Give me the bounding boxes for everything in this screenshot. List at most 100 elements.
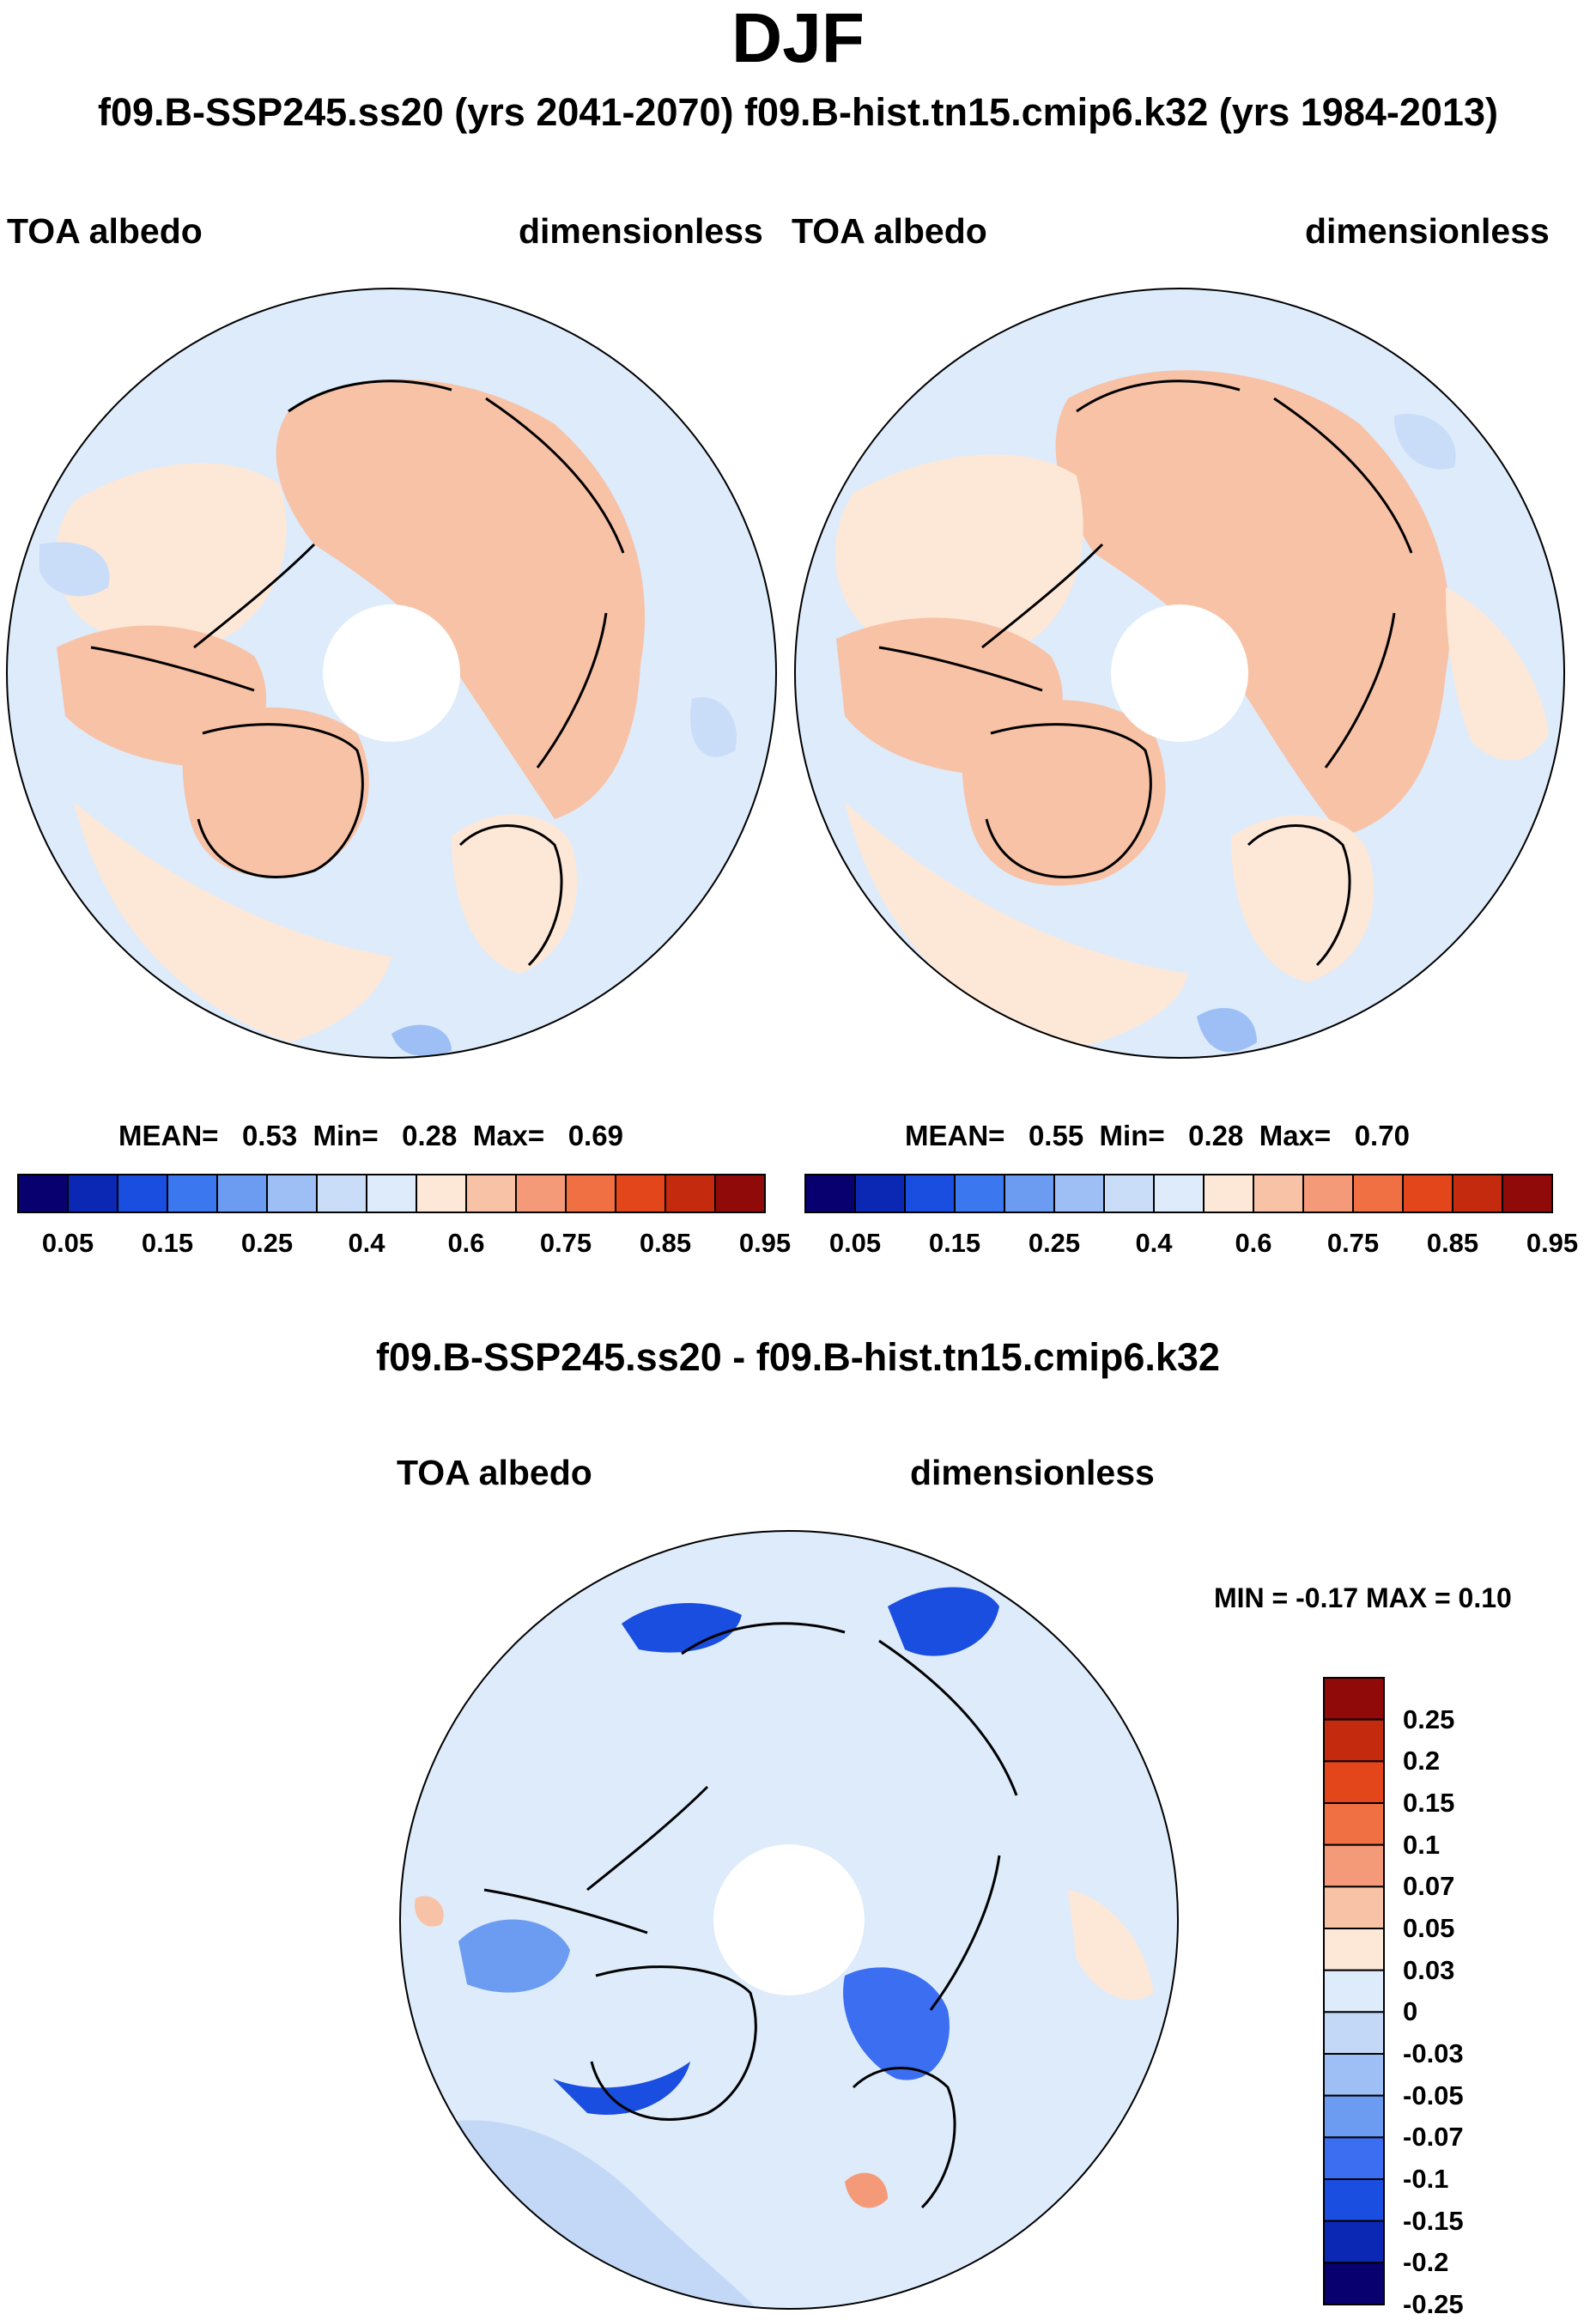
colorbar2-swatch-11 xyxy=(1352,1174,1404,1213)
colorbar3-swatch-12 xyxy=(1323,2178,1385,2222)
colorbar3-tick-label: 0.15 xyxy=(1403,1788,1455,1818)
colorbar2-swatch-14 xyxy=(1502,1174,1553,1213)
colorbar2-swatch-4 xyxy=(1004,1174,1055,1213)
colorbar1-swatch-11 xyxy=(565,1174,616,1213)
colorbar2-swatch-3 xyxy=(954,1174,1005,1213)
map1-boundary xyxy=(6,288,777,1059)
colorbar3-tick-label: -0.25 xyxy=(1403,2289,1464,2319)
diff-coastline xyxy=(483,1622,1018,2209)
colorbar3-tick-label: 0.07 xyxy=(1403,1871,1455,1902)
colorbar1-tick-label: 0.85 xyxy=(639,1228,692,1258)
map2-greenland xyxy=(962,700,1166,886)
map-panel-ssp245 xyxy=(6,288,777,1059)
colorbar1-tick-label: 0.75 xyxy=(539,1228,592,1258)
colorbar1-swatch-2 xyxy=(117,1174,168,1213)
figure-title: DJF xyxy=(731,0,865,77)
panel2-mean-value: 0.55 xyxy=(1028,1120,1084,1151)
map1-blue-patch-3 xyxy=(391,1024,452,1056)
colorbar2-tick-label: 0.95 xyxy=(1526,1228,1579,1258)
diff-variable-label: TOA albedo xyxy=(397,1453,592,1492)
diff-bering-decrease-1 xyxy=(622,1603,742,1653)
colorbar2-swatch-7 xyxy=(1153,1174,1205,1213)
map2-scandinavia xyxy=(1231,815,1375,982)
map2-america-high-albedo xyxy=(834,454,1083,655)
colorbar3-tick-label: 0.1 xyxy=(1403,1829,1441,1860)
colorbar3-tick-label: -0.1 xyxy=(1403,2164,1449,2194)
colorbar1-swatch-9 xyxy=(465,1174,517,1213)
colorbar1-swatch-5 xyxy=(266,1174,318,1213)
panel1-max-value: 0.69 xyxy=(567,1120,623,1151)
map1-greenland xyxy=(182,708,369,878)
panel1-mean-label: MEAN= xyxy=(118,1120,219,1151)
colorbar3-swatch-13 xyxy=(1323,2220,1385,2264)
colorbar3-tick-label: -0.03 xyxy=(1403,2038,1464,2068)
colorbar3-tick-label: -0.15 xyxy=(1403,2205,1464,2236)
panel1-min-label: Min= xyxy=(313,1120,379,1151)
panel1-units-label: dimensionless xyxy=(519,211,763,251)
panel2-min-label: Min= xyxy=(1099,1120,1165,1151)
colorbar1-swatch-7 xyxy=(366,1174,417,1213)
colorbar2-swatch-2 xyxy=(904,1174,956,1213)
map1-atlantic-band xyxy=(74,802,391,1042)
colorbar1-swatch-1 xyxy=(67,1174,118,1213)
colorbar3-swatch-10 xyxy=(1323,2094,1385,2139)
colorbar3-tick-label: 0.25 xyxy=(1403,1704,1455,1734)
panel2-max-label: Max= xyxy=(1259,1120,1332,1151)
map2-east-band xyxy=(1446,587,1549,761)
colorbar2-tick-label: 0.6 xyxy=(1235,1228,1272,1258)
diff-east-increase xyxy=(1068,1890,1154,2000)
map-panel-difference xyxy=(399,1530,1179,2310)
colorbar-panel1 xyxy=(17,1174,766,1213)
diff-okhotsk-decrease xyxy=(888,1587,999,1656)
colorbar3-swatch-8 xyxy=(1323,2011,1385,2056)
map2-atlantic-band xyxy=(845,802,1188,1051)
diff-pole-hole xyxy=(713,1844,865,1995)
colorbar2-swatch-5 xyxy=(1053,1174,1105,1213)
colorbar1-swatch-3 xyxy=(167,1174,218,1213)
map1-blue-patch-2 xyxy=(690,697,737,757)
colorbar2-tick-label: 0.85 xyxy=(1426,1228,1479,1258)
panel2-units-label: dimensionless xyxy=(1305,211,1550,251)
panel2-min-value: 0.28 xyxy=(1188,1120,1244,1151)
colorbar3-tick-label: 0.2 xyxy=(1403,1746,1441,1776)
colorbar1-tick-label: 0.15 xyxy=(141,1228,194,1258)
colorbar3-swatch-3 xyxy=(1323,1802,1385,1846)
colorbar2-swatch-10 xyxy=(1302,1174,1354,1213)
colorbar2-tick-label: 0.15 xyxy=(928,1228,981,1258)
colorbar1-tick-label: 0.6 xyxy=(447,1228,485,1258)
colorbar3-swatch-0 xyxy=(1323,1677,1385,1721)
colorbar3-swatch-7 xyxy=(1323,1969,1385,2013)
diff-greenland-strip xyxy=(553,2062,690,2115)
colorbar2-swatch-6 xyxy=(1103,1174,1155,1213)
colorbar2-tick-label: 0.05 xyxy=(828,1228,882,1258)
colorbar1-swatch-12 xyxy=(615,1174,666,1213)
colorbar1-swatch-6 xyxy=(316,1174,367,1213)
colorbar3-tick-label: -0.2 xyxy=(1403,2247,1449,2278)
colorbar2-swatch-8 xyxy=(1203,1174,1254,1213)
colorbar-difference xyxy=(1323,1677,1385,2305)
map2-coastline xyxy=(878,380,1413,967)
colorbar1-swatch-14 xyxy=(714,1174,766,1213)
colorbar3-swatch-9 xyxy=(1323,2053,1385,2097)
colorbar2-swatch-13 xyxy=(1452,1174,1503,1213)
colorbar3-tick-label: 0 xyxy=(1403,1996,1418,2027)
map2-pole-hole xyxy=(1111,604,1248,742)
colorbar1-tick-label: 0.4 xyxy=(348,1228,385,1258)
panel1-stats: MEAN= 0.53 Min= 0.28 Max= 0.69 xyxy=(118,1119,623,1153)
map2-blue-patch-2 xyxy=(1197,1008,1257,1053)
map1-eurasia-high-albedo xyxy=(276,379,646,819)
panel1-min-value: 0.28 xyxy=(402,1120,458,1151)
panel2-variable-label: TOA albedo xyxy=(792,211,987,251)
colorbar2-swatch-9 xyxy=(1253,1174,1304,1213)
panel2-mean-label: MEAN= xyxy=(905,1120,1005,1151)
colorbar3-swatch-11 xyxy=(1323,2136,1385,2180)
difference-title: f09.B-SSP245.ss20 - f09.B-hist.tn15.cmip… xyxy=(376,1335,1220,1379)
colorbar3-swatch-4 xyxy=(1323,1843,1385,1888)
diff-boundary xyxy=(399,1530,1179,2310)
colorbar1-tick-label: 0.05 xyxy=(41,1228,94,1258)
colorbar3-tick-label: 0.03 xyxy=(1403,1954,1455,1985)
panel1-mean-value: 0.53 xyxy=(241,1120,298,1151)
colorbar-panel2 xyxy=(804,1174,1553,1213)
map1-scandinavia xyxy=(452,814,578,974)
map-panel-hist xyxy=(794,288,1565,1059)
